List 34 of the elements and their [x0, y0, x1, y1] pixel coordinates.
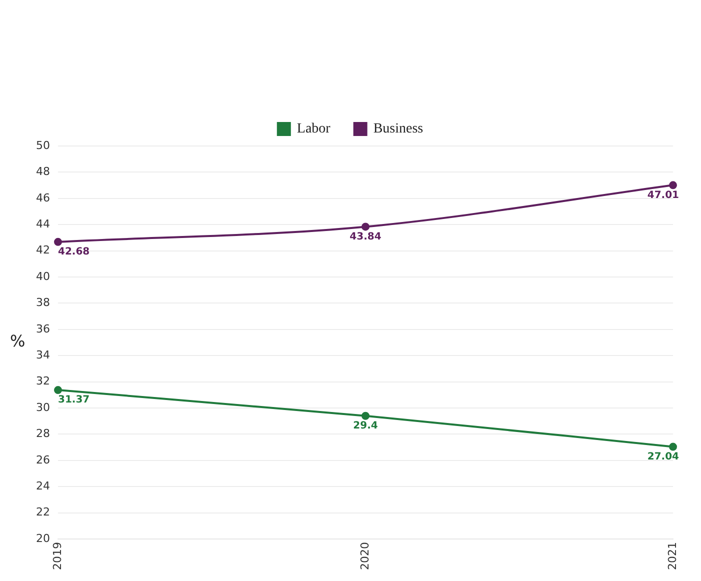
data-label: 29.4: [353, 420, 378, 432]
y-tick-label: 36: [36, 322, 50, 336]
y-tick-label: 22: [36, 506, 50, 519]
y-tick-label: 34: [36, 348, 50, 362]
y-tick-label: 40: [36, 270, 50, 283]
y-tick-label: 30: [36, 400, 50, 414]
data-label: 43.84: [350, 231, 382, 242]
y-tick-label: 50: [36, 138, 50, 152]
y-tick-label: 20: [36, 532, 50, 545]
point: [54, 238, 62, 246]
point: [362, 222, 370, 231]
data-label: 27.04: [647, 451, 680, 462]
y-tick-label: 26: [36, 453, 50, 466]
y-tick-label: 38: [36, 296, 50, 310]
x-tick-label: 2021: [666, 542, 679, 570]
y-tick-label: 32: [36, 374, 50, 388]
point: [362, 412, 370, 420]
point: [669, 442, 677, 451]
point: [54, 386, 62, 394]
y-tick-label: 42: [36, 244, 50, 257]
x-tick-label: 2019: [50, 542, 64, 570]
point: [669, 181, 677, 190]
y-axis-title: %: [10, 332, 26, 351]
data-label: 31.37: [58, 394, 90, 406]
x-tick-label: 2020: [358, 542, 372, 570]
legend-label: Business: [373, 122, 424, 137]
y-tick-label: 46: [36, 191, 50, 204]
legend-label: Labor: [296, 122, 331, 137]
data-label: 42.68: [58, 246, 90, 258]
y-tick-label: 24: [36, 479, 50, 492]
y-tick-label: 28: [36, 427, 50, 440]
data-label: 47.01: [647, 190, 680, 201]
y-tick-label: 48: [36, 165, 50, 178]
y-tick-label: 44: [36, 217, 50, 230]
